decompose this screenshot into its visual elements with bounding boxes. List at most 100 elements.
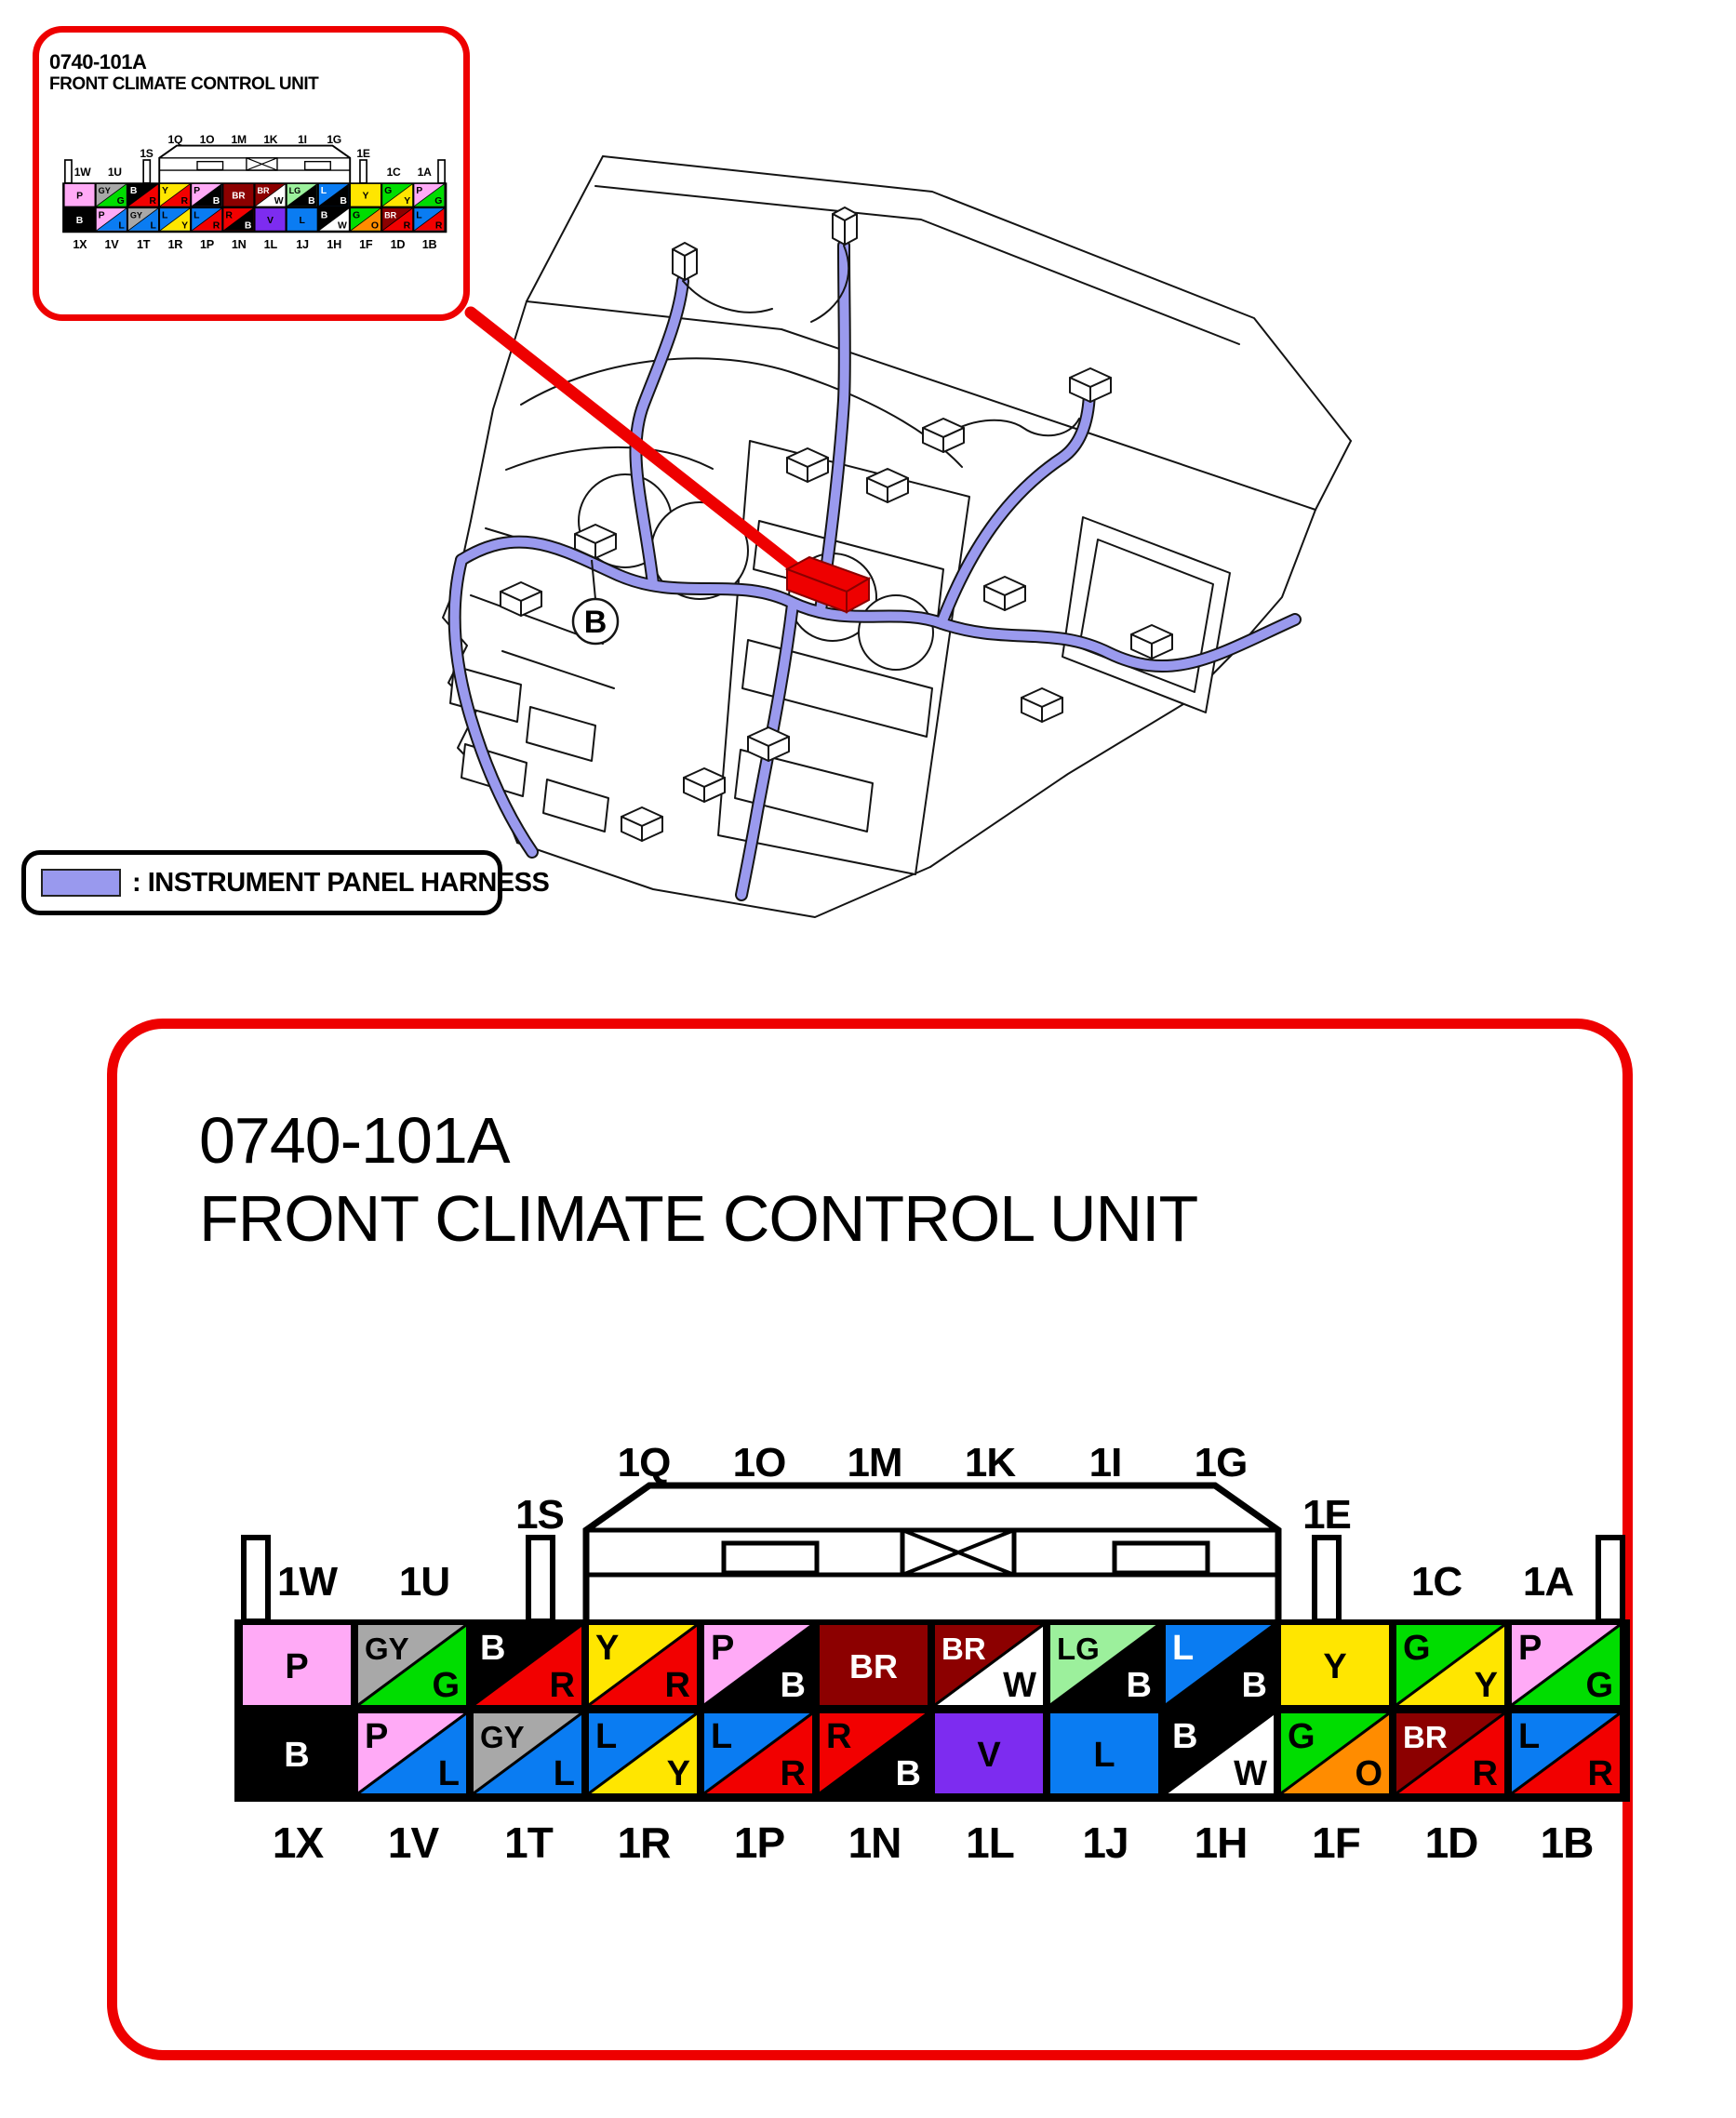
pin-label-1B: 1B (1541, 1818, 1594, 1867)
svg-text:B: B (896, 1754, 921, 1793)
pin-cell-1L: V (255, 208, 286, 231)
pin-label-1G: 1G (327, 133, 341, 146)
pin-cell-1F: GO (1280, 1712, 1390, 1795)
pin-label-1T: 1T (504, 1818, 554, 1867)
callout-panel-title: 0740-101A FRONT CLIMATE CONTROL UNIT (49, 50, 319, 95)
svg-text:Y: Y (667, 1754, 690, 1793)
locator-arrow-block (784, 555, 872, 614)
svg-text:R: R (781, 1754, 806, 1793)
pin-label-1C: 1C (1411, 1559, 1462, 1605)
svg-text:Y: Y (1475, 1666, 1498, 1705)
housing-key-slot (196, 160, 224, 171)
svg-text:Y: Y (404, 196, 410, 206)
svg-text:G: G (384, 186, 392, 196)
pin-label-1S: 1S (140, 147, 153, 160)
connector-tab (1312, 1535, 1342, 1624)
svg-text:GY: GY (130, 210, 142, 220)
pin-cell-1C: GY (381, 183, 413, 206)
callout-b-label: B (584, 605, 608, 640)
pin-label-1I: 1I (298, 133, 307, 146)
pin-label-1L: 1L (966, 1818, 1014, 1867)
svg-text:Y: Y (1323, 1647, 1346, 1686)
connector-tab (64, 159, 73, 184)
connector-code: 0740-101A (199, 1104, 511, 1177)
svg-text:V: V (977, 1736, 1001, 1775)
svg-text:P: P (99, 210, 105, 220)
svg-text:L: L (1093, 1736, 1115, 1775)
pin-label-1P: 1P (200, 238, 215, 251)
svg-text:R: R (1473, 1754, 1498, 1793)
pin-cell-1V: PL (357, 1712, 467, 1795)
svg-text:B: B (284, 1736, 309, 1775)
pin-label-1B: 1B (422, 238, 437, 251)
pin-cell-1I: LG B (287, 183, 317, 206)
pin-label-1E: 1E (356, 147, 369, 160)
svg-text:BR: BR (849, 1647, 898, 1685)
svg-text:L: L (1172, 1629, 1194, 1668)
svg-text:Y: Y (595, 1629, 619, 1668)
svg-text:W: W (274, 196, 284, 206)
svg-text:R: R (149, 196, 156, 206)
pin-label-1F: 1F (359, 238, 373, 251)
svg-text:GY: GY (365, 1632, 409, 1666)
svg-text:R: R (181, 196, 189, 206)
pin-cell-1I: LG B (1049, 1623, 1159, 1707)
svg-text:O: O (371, 220, 379, 231)
pin-cell-1B: LR (414, 207, 445, 231)
connector-tab (437, 159, 446, 184)
svg-text:V: V (267, 216, 274, 226)
pin-label-1C: 1C (387, 166, 401, 179)
pin-cell-1N: RB (223, 207, 254, 231)
pin-label-1V: 1V (105, 238, 120, 251)
pin-label-1I: 1I (1089, 1440, 1122, 1485)
svg-text:L: L (595, 1717, 617, 1756)
pin-cell-1R: LY (588, 1712, 698, 1795)
thin-wires (682, 245, 1080, 438)
svg-text:LG: LG (289, 186, 301, 195)
harness-color-swatch (41, 869, 121, 897)
pin-cell-1L: V (935, 1713, 1043, 1793)
pin-label-1O: 1O (733, 1440, 786, 1485)
pin-cell-1U: GY G (357, 1623, 467, 1707)
svg-text:L: L (299, 216, 305, 226)
svg-text:B: B (1242, 1666, 1267, 1705)
pin-label-1N: 1N (232, 238, 247, 251)
pin-cell-1J: L (1050, 1713, 1158, 1793)
pin-label-1G: 1G (1195, 1440, 1248, 1485)
pin-cell-1N: RB (819, 1712, 928, 1795)
pin-cell-1T: GY L (127, 207, 159, 231)
harness-connector-blocks (500, 206, 1173, 842)
pin-label-1S: 1S (515, 1492, 564, 1538)
pin-label-1X: 1X (273, 1818, 325, 1867)
instrument-panel-harness (449, 241, 1300, 899)
harness-swatch-rect (41, 869, 121, 897)
svg-text:BR: BR (232, 192, 245, 202)
pin-label-1M: 1M (847, 1440, 901, 1485)
pin-label-1J: 1J (1082, 1818, 1128, 1867)
pin-cell-1A: PG (414, 183, 445, 206)
pin-label-1Q: 1Q (168, 133, 183, 146)
svg-text:L: L (162, 210, 168, 220)
connector-housing (582, 1482, 1282, 1623)
locator-arrow-line (464, 306, 808, 579)
svg-text:W: W (1234, 1754, 1267, 1793)
pin-label-1L: 1L (264, 238, 278, 251)
pin-cell-1H: BW (1165, 1712, 1275, 1795)
pin-label-1M: 1M (232, 133, 247, 146)
svg-text:B: B (321, 210, 328, 220)
svg-text:Y: Y (181, 220, 188, 231)
svg-text:LG: LG (1057, 1632, 1100, 1666)
pin-cell-1W: P (64, 183, 95, 206)
svg-text:B: B (245, 220, 252, 231)
connector-tab (142, 159, 152, 184)
pin-label-1W: 1W (277, 1559, 338, 1605)
svg-text:R: R (404, 220, 411, 231)
pin-label-1A: 1A (1523, 1559, 1573, 1605)
housing-key-slot (304, 160, 331, 171)
svg-text:L: L (438, 1754, 460, 1793)
housing-x-box (900, 1527, 1017, 1578)
svg-text:G: G (1288, 1717, 1315, 1756)
